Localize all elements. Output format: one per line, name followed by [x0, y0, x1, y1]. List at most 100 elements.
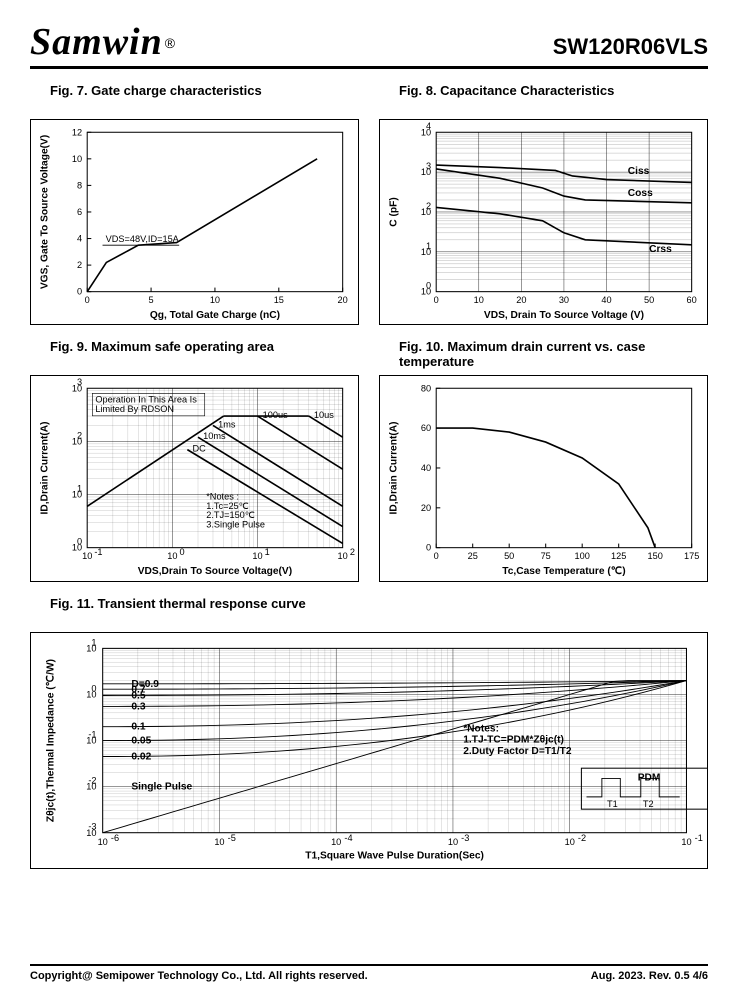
svg-text:Limited By RDSON: Limited By RDSON	[95, 404, 174, 414]
page-footer: Copyright@ Semipower Technology Co., Ltd…	[30, 964, 708, 982]
svg-text:40: 40	[601, 295, 611, 305]
svg-text:1.TJ-TC=PDM*Zθjc(t): 1.TJ-TC=PDM*Zθjc(t)	[463, 734, 564, 745]
svg-text:T1: T1	[607, 799, 618, 809]
svg-text:2: 2	[426, 201, 431, 211]
svg-text:75: 75	[541, 551, 551, 561]
svg-text:10: 10	[331, 837, 341, 847]
svg-text:10ms: 10ms	[203, 432, 226, 442]
svg-text:0: 0	[426, 543, 431, 553]
svg-text:50: 50	[504, 551, 514, 561]
svg-text:-2: -2	[578, 833, 586, 843]
svg-text:-3: -3	[88, 821, 96, 831]
svg-text:1ms: 1ms	[218, 420, 236, 430]
fig10-title: Fig. 10. Maximum drain current vs. case …	[399, 339, 708, 369]
svg-text:Crss: Crss	[649, 244, 672, 255]
fig9-title: Fig. 9. Maximum safe operating area	[50, 339, 359, 369]
svg-text:1: 1	[265, 547, 270, 557]
svg-text:C (pF): C (pF)	[388, 197, 399, 226]
svg-text:0.02: 0.02	[131, 751, 151, 762]
svg-text:0: 0	[434, 295, 439, 305]
copyright-text: Copyright@ Semipower Technology Co., Ltd…	[30, 970, 368, 982]
svg-text:60: 60	[421, 424, 431, 434]
svg-text:4: 4	[426, 121, 431, 131]
svg-text:3: 3	[426, 161, 431, 171]
fig11-block: Fig. 11. Transient thermal response curv…	[30, 592, 708, 870]
svg-text:4: 4	[77, 234, 82, 244]
fig10-chart: 0255075100125150175020406080Tc,Case Temp…	[379, 375, 708, 581]
svg-text:10: 10	[252, 551, 262, 561]
svg-text:1: 1	[426, 241, 431, 251]
svg-text:T1,Square Wave Pulse Duration(: T1,Square Wave Pulse Duration(Sec)	[305, 850, 484, 861]
svg-text:Qg, Total Gate Charge (nC): Qg, Total Gate Charge (nC)	[150, 310, 280, 321]
svg-text:10: 10	[474, 295, 484, 305]
page-header: Samwin® SW120R06VLS	[30, 20, 708, 69]
svg-text:60: 60	[687, 295, 697, 305]
svg-text:10: 10	[214, 837, 224, 847]
svg-text:Tc,Case Temperature (℃): Tc,Case Temperature (℃)	[502, 567, 625, 578]
svg-text:ID,Drain Current(A): ID,Drain Current(A)	[39, 422, 50, 515]
svg-text:0.3: 0.3	[131, 701, 146, 712]
svg-text:0.1: 0.1	[131, 721, 146, 732]
fig9-block: Fig. 9. Maximum safe operating area 10-1…	[30, 335, 359, 581]
svg-text:-5: -5	[228, 833, 236, 843]
svg-text:25: 25	[468, 551, 478, 561]
fig10-block: Fig. 10. Maximum drain current vs. case …	[379, 335, 708, 581]
svg-text:125: 125	[611, 551, 626, 561]
fig11-chart: 10-610-510-410-310-210-110-310-210-11001…	[30, 632, 708, 870]
svg-text:Coss: Coss	[628, 188, 653, 199]
fig11-title: Fig. 11. Transient thermal response curv…	[50, 596, 708, 626]
brand-logo: Samwin®	[30, 20, 175, 64]
svg-text:30: 30	[559, 295, 569, 305]
svg-text:T2: T2	[643, 799, 654, 809]
svg-text:Ciss: Ciss	[628, 166, 650, 177]
svg-text:ID,Drain Current(A): ID,Drain Current(A)	[388, 422, 399, 515]
svg-text:100: 100	[575, 551, 590, 561]
fig8-title: Fig. 8. Capacitance Characteristics	[399, 83, 708, 113]
fig7-chart: 05101520024681012VDS=48V,ID=15AQg, Total…	[30, 119, 359, 325]
svg-text:20: 20	[516, 295, 526, 305]
svg-text:150: 150	[648, 551, 663, 561]
fig7-block: Fig. 7. Gate charge characteristics 0 5 10…	[30, 79, 359, 325]
svg-text:175: 175	[684, 551, 699, 561]
svg-text:10: 10	[448, 837, 458, 847]
svg-text:2: 2	[77, 431, 82, 441]
svg-text:-4: -4	[344, 833, 352, 843]
svg-text:10: 10	[210, 295, 220, 305]
svg-text:20: 20	[421, 503, 431, 513]
fig8-block: Fig. 8. Capacitance Characteristics 0102…	[379, 79, 708, 325]
svg-text:100us: 100us	[263, 410, 288, 420]
svg-text:Single Pulse: Single Pulse	[131, 781, 192, 792]
revision-text: Aug. 2023. Rev. 0.5 4/6	[591, 970, 708, 982]
svg-text:50: 50	[644, 295, 654, 305]
svg-text:VDS,Drain To Source Voltage(V): VDS,Drain To Source Voltage(V)	[138, 567, 292, 578]
fig9-chart: 10-110010110210010110210310us100us1ms10m…	[30, 375, 359, 581]
svg-text:0: 0	[77, 537, 82, 547]
fig8-chart: 0102030405060100101102103104CissCossCrss…	[379, 119, 708, 325]
svg-text:-3: -3	[461, 833, 469, 843]
svg-text:0.05: 0.05	[131, 735, 151, 746]
svg-text:6: 6	[77, 207, 82, 217]
svg-text:-1: -1	[94, 547, 102, 557]
svg-text:3: 3	[77, 378, 82, 388]
svg-text:2: 2	[77, 260, 82, 270]
svg-text:0: 0	[91, 683, 96, 693]
svg-text:12: 12	[72, 127, 82, 137]
brand-name: Samwin	[30, 21, 163, 63]
svg-text:1: 1	[91, 637, 96, 647]
part-number: SW120R06VLS	[553, 34, 708, 64]
svg-text:40: 40	[421, 463, 431, 473]
svg-text:0: 0	[77, 287, 82, 297]
svg-text:3.Single Pulse: 3.Single Pulse	[206, 520, 265, 530]
svg-text:15: 15	[274, 295, 284, 305]
fig7-title: Fig. 7. Gate charge characteristics	[50, 83, 359, 113]
svg-text:5: 5	[149, 295, 154, 305]
svg-text:0: 0	[426, 281, 431, 291]
svg-text:PDM: PDM	[638, 772, 661, 783]
svg-text:8: 8	[77, 180, 82, 190]
svg-text:VGS, Gate To Source Voltage(V): VGS, Gate To Source Voltage(V)	[39, 135, 50, 289]
svg-text:Zθjc(t),Thermal Impedance (℃/W: Zθjc(t),Thermal Impedance (℃/W)	[46, 659, 57, 822]
svg-text:80: 80	[421, 384, 431, 394]
svg-text:1: 1	[77, 484, 82, 494]
svg-text:2.Duty Factor D=T1/T2: 2.Duty Factor D=T1/T2	[463, 746, 572, 757]
registered-mark: ®	[165, 35, 175, 51]
